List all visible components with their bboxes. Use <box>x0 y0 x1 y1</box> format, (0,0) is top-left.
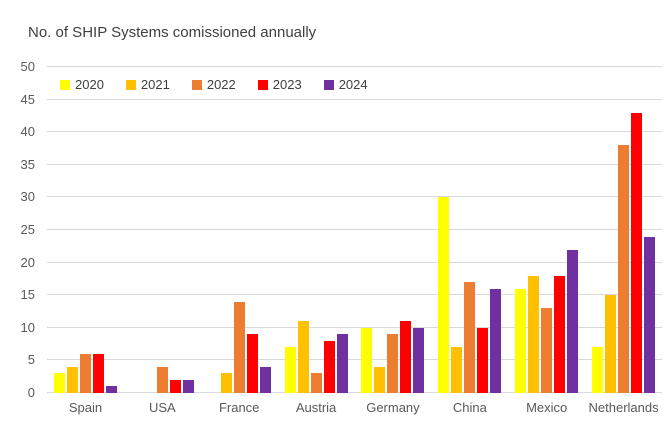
x-axis-label-usa: USA <box>148 400 176 415</box>
y-tick-label: 5 <box>27 352 35 368</box>
legend-swatch <box>323 79 334 90</box>
bar-netherlands-2024 <box>644 236 656 393</box>
bar-france-2021 <box>220 373 232 393</box>
bar-china-2023 <box>477 327 489 393</box>
gridline <box>47 66 662 67</box>
y-tick-label: 15 <box>20 287 35 303</box>
legend-item-2023: 2023 <box>257 77 302 92</box>
bar-group-usa <box>124 67 201 393</box>
bar-france-2022 <box>233 301 245 393</box>
y-tick-label: 10 <box>20 319 35 335</box>
bar-group-spain <box>47 67 124 393</box>
bar-groups <box>47 67 662 393</box>
bar-austria-2023 <box>323 340 335 393</box>
bar-group-china <box>431 67 508 393</box>
bar-china-2024 <box>490 288 502 393</box>
legend-label: 2021 <box>140 77 170 92</box>
bar-germany-2023 <box>400 321 412 393</box>
bar-group-germany <box>355 67 432 393</box>
bar-group-austria <box>278 67 355 393</box>
y-tick-label: 35 <box>20 156 35 172</box>
x-axis-label-mexico: Mexico <box>526 400 568 415</box>
gridline <box>47 98 662 100</box>
bar-usa-2023 <box>169 379 181 393</box>
bar-usa-2022 <box>156 366 168 393</box>
legend-swatch <box>60 79 70 90</box>
bar-spain-2020 <box>53 373 65 393</box>
bar-group-france <box>201 67 278 393</box>
legend-label: 2022 <box>206 77 236 92</box>
gridline <box>47 294 662 296</box>
gridline <box>47 229 662 230</box>
x-axis-label-china: China <box>452 400 487 415</box>
bar-mexico-2021 <box>528 275 540 393</box>
legend-swatch <box>257 79 268 90</box>
y-tick-label: 40 <box>20 124 35 140</box>
x-axis-label-france: France <box>218 400 260 415</box>
bar-china-2021 <box>451 347 463 393</box>
x-axis-label-austria: Austria <box>295 400 337 415</box>
legend-item-2024: 2024 <box>323 77 368 92</box>
bar-group-netherlands <box>585 67 662 393</box>
bar-mexico-2022 <box>541 308 553 393</box>
y-axis: 0 5 10 15 20 25 30 35 40 45 50 <box>0 59 35 400</box>
x-axis: Spain USA France Austria Germany China Mexico N… <box>47 400 662 415</box>
legend-label: 2024 <box>338 77 368 92</box>
bar-spain-2024 <box>105 386 117 393</box>
bar-netherlands-2021 <box>605 295 617 393</box>
y-tick-label: 25 <box>20 222 35 237</box>
bar-mexico-2024 <box>567 249 579 393</box>
gridline <box>47 163 662 165</box>
legend-swatch <box>125 79 136 90</box>
bar-mexico-2023 <box>554 275 566 393</box>
y-tick-label: 0 <box>27 385 35 400</box>
bar-germany-2020 <box>361 327 373 393</box>
bar-spain-2021 <box>66 366 78 393</box>
legend-item-2020: 2020 <box>60 77 104 92</box>
bar-spain-2023 <box>92 353 104 393</box>
y-tick-label: 30 <box>20 189 35 205</box>
bar-usa-2024 <box>182 379 194 393</box>
x-axis-label-netherlands: Netherlands <box>588 400 659 415</box>
bar-germany-2022 <box>387 334 399 393</box>
bar-china-2020 <box>438 197 450 393</box>
chart-title: No. of SHIP Systems comissioned annually <box>28 24 317 41</box>
plot-area: 2020 2021 2022 2023 2024 <box>47 66 662 393</box>
legend-item-2022: 2022 <box>191 77 236 92</box>
bar-germany-2021 <box>374 366 386 393</box>
legend: 2020 2021 2022 2023 2024 <box>60 77 368 92</box>
bar-china-2022 <box>464 282 476 393</box>
gridline <box>47 359 662 361</box>
legend-label: 2020 <box>75 77 104 92</box>
y-tick-label: 50 <box>20 59 35 74</box>
gridline <box>47 392 662 393</box>
legend-item-2021: 2021 <box>125 77 170 92</box>
bar-germany-2024 <box>413 327 425 393</box>
bar-spain-2022 <box>79 353 91 393</box>
bar-austria-2021 <box>297 321 309 393</box>
legend-label: 2023 <box>272 77 302 92</box>
gridline <box>47 196 662 198</box>
legend-swatch <box>191 79 202 90</box>
gridline <box>47 131 662 133</box>
bar-austria-2024 <box>336 334 348 393</box>
bar-france-2023 <box>246 334 258 393</box>
bar-mexico-2020 <box>515 288 527 393</box>
x-axis-label-germany: Germany <box>366 400 420 415</box>
y-tick-label: 20 <box>20 254 35 270</box>
bar-netherlands-2023 <box>631 112 643 393</box>
gridline <box>47 326 662 328</box>
bar-austria-2020 <box>284 347 296 393</box>
bar-netherlands-2022 <box>618 145 630 393</box>
gridline <box>47 261 662 263</box>
bar-group-mexico <box>508 67 585 393</box>
bar-austria-2022 <box>310 373 322 393</box>
bar-france-2024 <box>259 366 271 393</box>
x-axis-label-spain: Spain <box>68 400 103 415</box>
bar-netherlands-2020 <box>592 347 604 393</box>
y-tick-label: 45 <box>20 91 35 107</box>
